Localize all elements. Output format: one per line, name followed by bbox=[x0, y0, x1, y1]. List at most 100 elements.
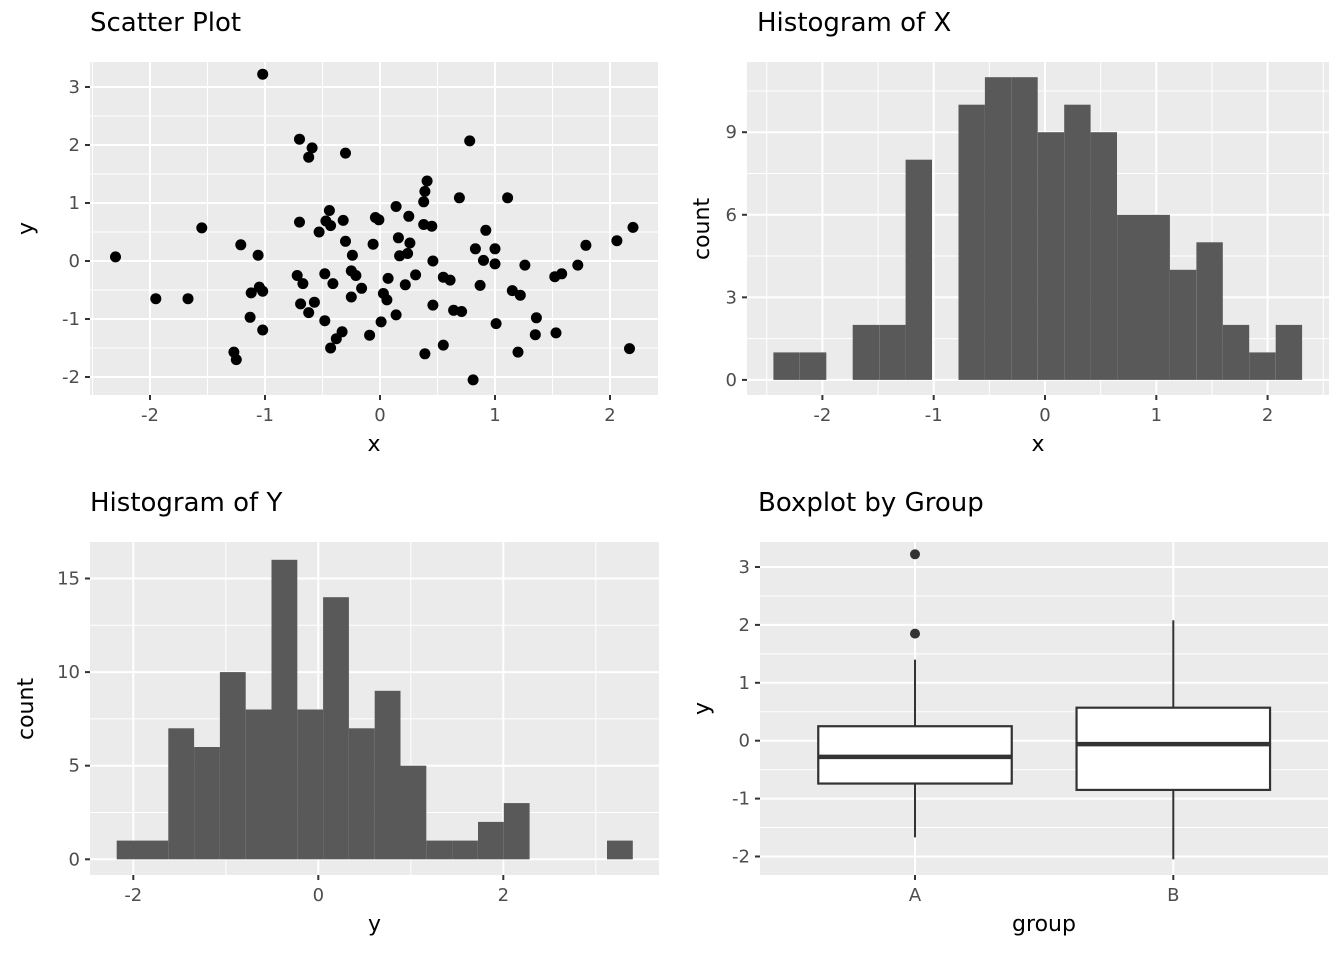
histogram-bar bbox=[1249, 352, 1276, 380]
scatter-point bbox=[325, 342, 337, 354]
scatter-point bbox=[313, 226, 325, 238]
boxplot-title: Boxplot by Group bbox=[758, 488, 984, 518]
axes: 3 2 1 0 -1 -2 A B bbox=[732, 557, 1179, 906]
histogram-bar bbox=[799, 352, 827, 380]
y-tick-label: 3 bbox=[726, 287, 737, 308]
histogram-bar bbox=[142, 840, 169, 860]
histogram-bar bbox=[116, 840, 143, 860]
hist-y-title: Histogram of Y bbox=[90, 488, 283, 518]
y-tick-label: 9 bbox=[726, 122, 737, 143]
histogram-bar bbox=[1117, 214, 1144, 380]
scatter-point bbox=[427, 255, 439, 267]
y-tick-label: 1 bbox=[739, 673, 750, 694]
scatter-point bbox=[550, 327, 562, 339]
scatter-point bbox=[489, 258, 501, 270]
histogram-bar bbox=[852, 324, 880, 380]
hist-x-y-axis-title: count bbox=[690, 197, 715, 260]
scatter-point bbox=[519, 259, 531, 271]
scatter-point bbox=[392, 232, 404, 244]
scatter-point bbox=[624, 343, 635, 355]
gridlines bbox=[90, 62, 658, 395]
scatter-point bbox=[419, 185, 431, 197]
y-tick-label: 3 bbox=[69, 77, 80, 98]
histogram-bar bbox=[1037, 132, 1065, 380]
scatter-point bbox=[196, 222, 208, 234]
y-tick-label: 0 bbox=[69, 849, 80, 870]
scatter-point bbox=[257, 324, 269, 336]
histogram-bar bbox=[1275, 324, 1303, 380]
histogram-bar bbox=[194, 747, 220, 860]
outlier-point bbox=[910, 628, 920, 639]
scatter-point bbox=[295, 298, 307, 310]
scatter-point bbox=[514, 289, 526, 301]
x-tick-label: 0 bbox=[374, 405, 385, 426]
histogram-bar bbox=[478, 821, 504, 860]
scatter-point bbox=[303, 151, 315, 163]
scatter-point bbox=[419, 348, 431, 360]
scatter-point bbox=[402, 248, 414, 259]
scatter-point bbox=[325, 220, 337, 232]
scatter-point bbox=[456, 306, 468, 317]
scatter-point bbox=[464, 135, 476, 147]
histogram-bar bbox=[271, 559, 298, 860]
box-group-B bbox=[1075, 620, 1272, 860]
hist-x-x-axis-title: x bbox=[1031, 432, 1045, 457]
histogram-bar bbox=[773, 352, 800, 380]
x-tick-label: -1 bbox=[925, 405, 943, 426]
histogram-bar bbox=[245, 709, 272, 860]
hist-y-y-axis-title: count bbox=[14, 677, 39, 740]
scatter-point bbox=[453, 192, 465, 204]
x-tick-label: 1 bbox=[489, 405, 500, 426]
x-tick-label: 2 bbox=[498, 885, 509, 906]
histogram-bar bbox=[400, 765, 427, 860]
scatter-point bbox=[506, 285, 518, 297]
scatter-point bbox=[330, 333, 342, 345]
histogram-bar bbox=[1011, 77, 1038, 380]
scatter-point bbox=[294, 216, 305, 228]
scatter-point bbox=[444, 274, 456, 286]
scatter-point bbox=[323, 205, 335, 216]
scatter-point bbox=[421, 175, 433, 187]
scatter-point bbox=[319, 268, 331, 280]
scatter-point bbox=[467, 374, 479, 386]
scatter-point bbox=[390, 201, 402, 212]
scatter-point bbox=[502, 192, 514, 204]
y-tick-label: 2 bbox=[739, 615, 750, 636]
histogram-bar bbox=[374, 690, 401, 860]
x-tick-label: -2 bbox=[124, 885, 142, 906]
scatter-point bbox=[244, 311, 256, 323]
y-tick-label: 6 bbox=[726, 205, 737, 226]
histogram-bar bbox=[1064, 104, 1091, 380]
histogram-bar bbox=[1169, 269, 1197, 380]
histogram-bar bbox=[879, 324, 906, 380]
scatter-point bbox=[297, 278, 309, 290]
scatter-point bbox=[418, 196, 430, 208]
histogram-bar bbox=[168, 728, 195, 860]
y-tick-label: 1 bbox=[69, 193, 80, 214]
y-tick-label: 0 bbox=[726, 370, 737, 391]
scatter-point bbox=[403, 210, 415, 222]
histogram-bar bbox=[958, 104, 985, 380]
histogram-bar bbox=[503, 803, 530, 860]
scatter-point bbox=[580, 239, 592, 251]
scatter-point bbox=[182, 293, 194, 305]
y-tick-label: 0 bbox=[69, 251, 80, 272]
scatter-point bbox=[346, 249, 358, 261]
hist-y-x-axis-title: y bbox=[367, 912, 382, 937]
scatter-point bbox=[404, 237, 416, 249]
scatter-point bbox=[381, 294, 393, 306]
scatter-point bbox=[489, 243, 501, 255]
histogram-of-x-plot: 0 3 6 9 -2 -1 0 1 2 bbox=[726, 62, 1329, 426]
box-group-A bbox=[817, 549, 1013, 838]
scatter-point bbox=[340, 235, 351, 247]
y-tick-label: -2 bbox=[732, 847, 750, 868]
scatter-point bbox=[478, 254, 489, 266]
scatter-point bbox=[252, 249, 264, 261]
scatter-point bbox=[426, 220, 438, 232]
boxplot-x-axis-title: group bbox=[1012, 912, 1076, 937]
scatter-point bbox=[337, 214, 349, 226]
scatter-point bbox=[474, 279, 486, 291]
scatter-point bbox=[364, 329, 376, 341]
x-tick-label: -1 bbox=[256, 405, 274, 426]
scatter-point bbox=[382, 272, 394, 284]
